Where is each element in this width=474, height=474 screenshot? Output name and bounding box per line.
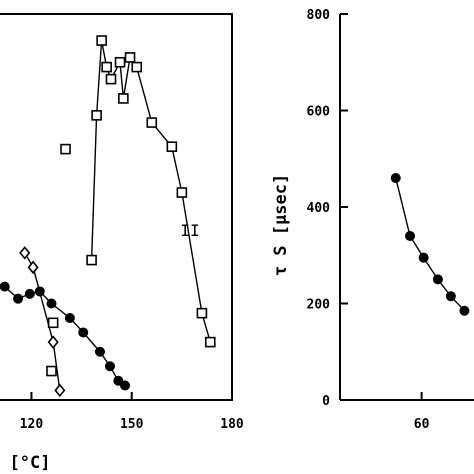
left-point-open-square — [166, 141, 178, 152]
left-point-filled-circle — [94, 346, 105, 357]
left-point-open-square — [86, 254, 97, 266]
right-fit-curve — [395, 177, 465, 312]
right-y-axis-title: τ S [μsec] — [271, 174, 291, 276]
left-point-filled-circle — [13, 293, 24, 304]
right-point-filled-circle — [405, 230, 416, 241]
left-point-open-square — [176, 187, 188, 198]
left-point-open-diamond — [27, 260, 39, 275]
right-point-filled-circle — [390, 173, 401, 184]
left-point-open-square — [146, 117, 158, 128]
left-fit-curves — [0, 40, 211, 391]
left-point-filled-circle — [104, 361, 115, 372]
right-point-filled-circle — [418, 252, 429, 263]
right-point-filled-circle — [432, 274, 443, 285]
right-chart: 0 200 400 600 800 60 τ S [μsec] — [271, 8, 474, 432]
right-y-tick-label: 200 — [307, 298, 331, 313]
left-point-open-square — [46, 365, 57, 377]
left-point-filled-circle — [0, 281, 10, 292]
right-x-ticks: 60 — [414, 392, 430, 432]
left-x-axis-title: [°C] — [10, 453, 51, 473]
right-point-filled-circle — [459, 305, 470, 316]
left-point-open-square — [96, 35, 107, 46]
left-fit-line-0 — [90, 40, 211, 343]
left-x-tick-label: 120 — [20, 417, 44, 432]
left-point-open-square — [105, 73, 117, 85]
right-data-points — [390, 173, 470, 316]
left-point-open-square — [196, 307, 208, 319]
left-x-ticks: 120 150 180 — [20, 392, 244, 432]
right-y-tick-label: 0 — [322, 394, 330, 409]
right-y-ticks: 0 200 400 600 800 — [307, 8, 348, 409]
right-x-tick-label: 60 — [414, 417, 430, 432]
left-point-open-square — [204, 336, 216, 348]
left-point-open-diamond — [54, 383, 66, 398]
left-point-open-square — [60, 143, 71, 155]
left-x-tick-label: 180 — [220, 417, 244, 432]
right-fit-line — [395, 177, 465, 312]
left-point-open-square — [47, 317, 59, 329]
left-plot-frame — [0, 13, 233, 401]
phase-annotation: II — [180, 221, 199, 240]
left-point-filled-circle — [78, 327, 89, 338]
left-point-filled-circle — [64, 312, 75, 323]
right-y-tick-label: 600 — [307, 105, 331, 120]
left-point-filled-circle — [34, 286, 45, 297]
right-y-tick-label: 800 — [307, 8, 331, 23]
left-point-open-diamond — [19, 246, 31, 260]
left-point-open-square — [91, 110, 102, 121]
left-data-points — [0, 35, 216, 398]
left-chart: 120 150 180 II [°C] — [0, 13, 244, 473]
left-point-filled-circle — [46, 298, 57, 309]
right-y-tick-label: 400 — [307, 201, 331, 216]
left-point-open-square — [118, 93, 129, 104]
left-point-open-square — [124, 52, 136, 63]
left-point-filled-circle — [24, 288, 35, 299]
left-point-open-square — [114, 56, 126, 68]
left-point-filled-circle — [120, 380, 131, 391]
left-point-open-square — [131, 61, 143, 73]
left-point-open-diamond — [47, 335, 59, 349]
right-point-filled-circle — [445, 291, 456, 302]
left-x-tick-label: 150 — [120, 417, 144, 432]
left-point-open-square — [101, 61, 112, 73]
